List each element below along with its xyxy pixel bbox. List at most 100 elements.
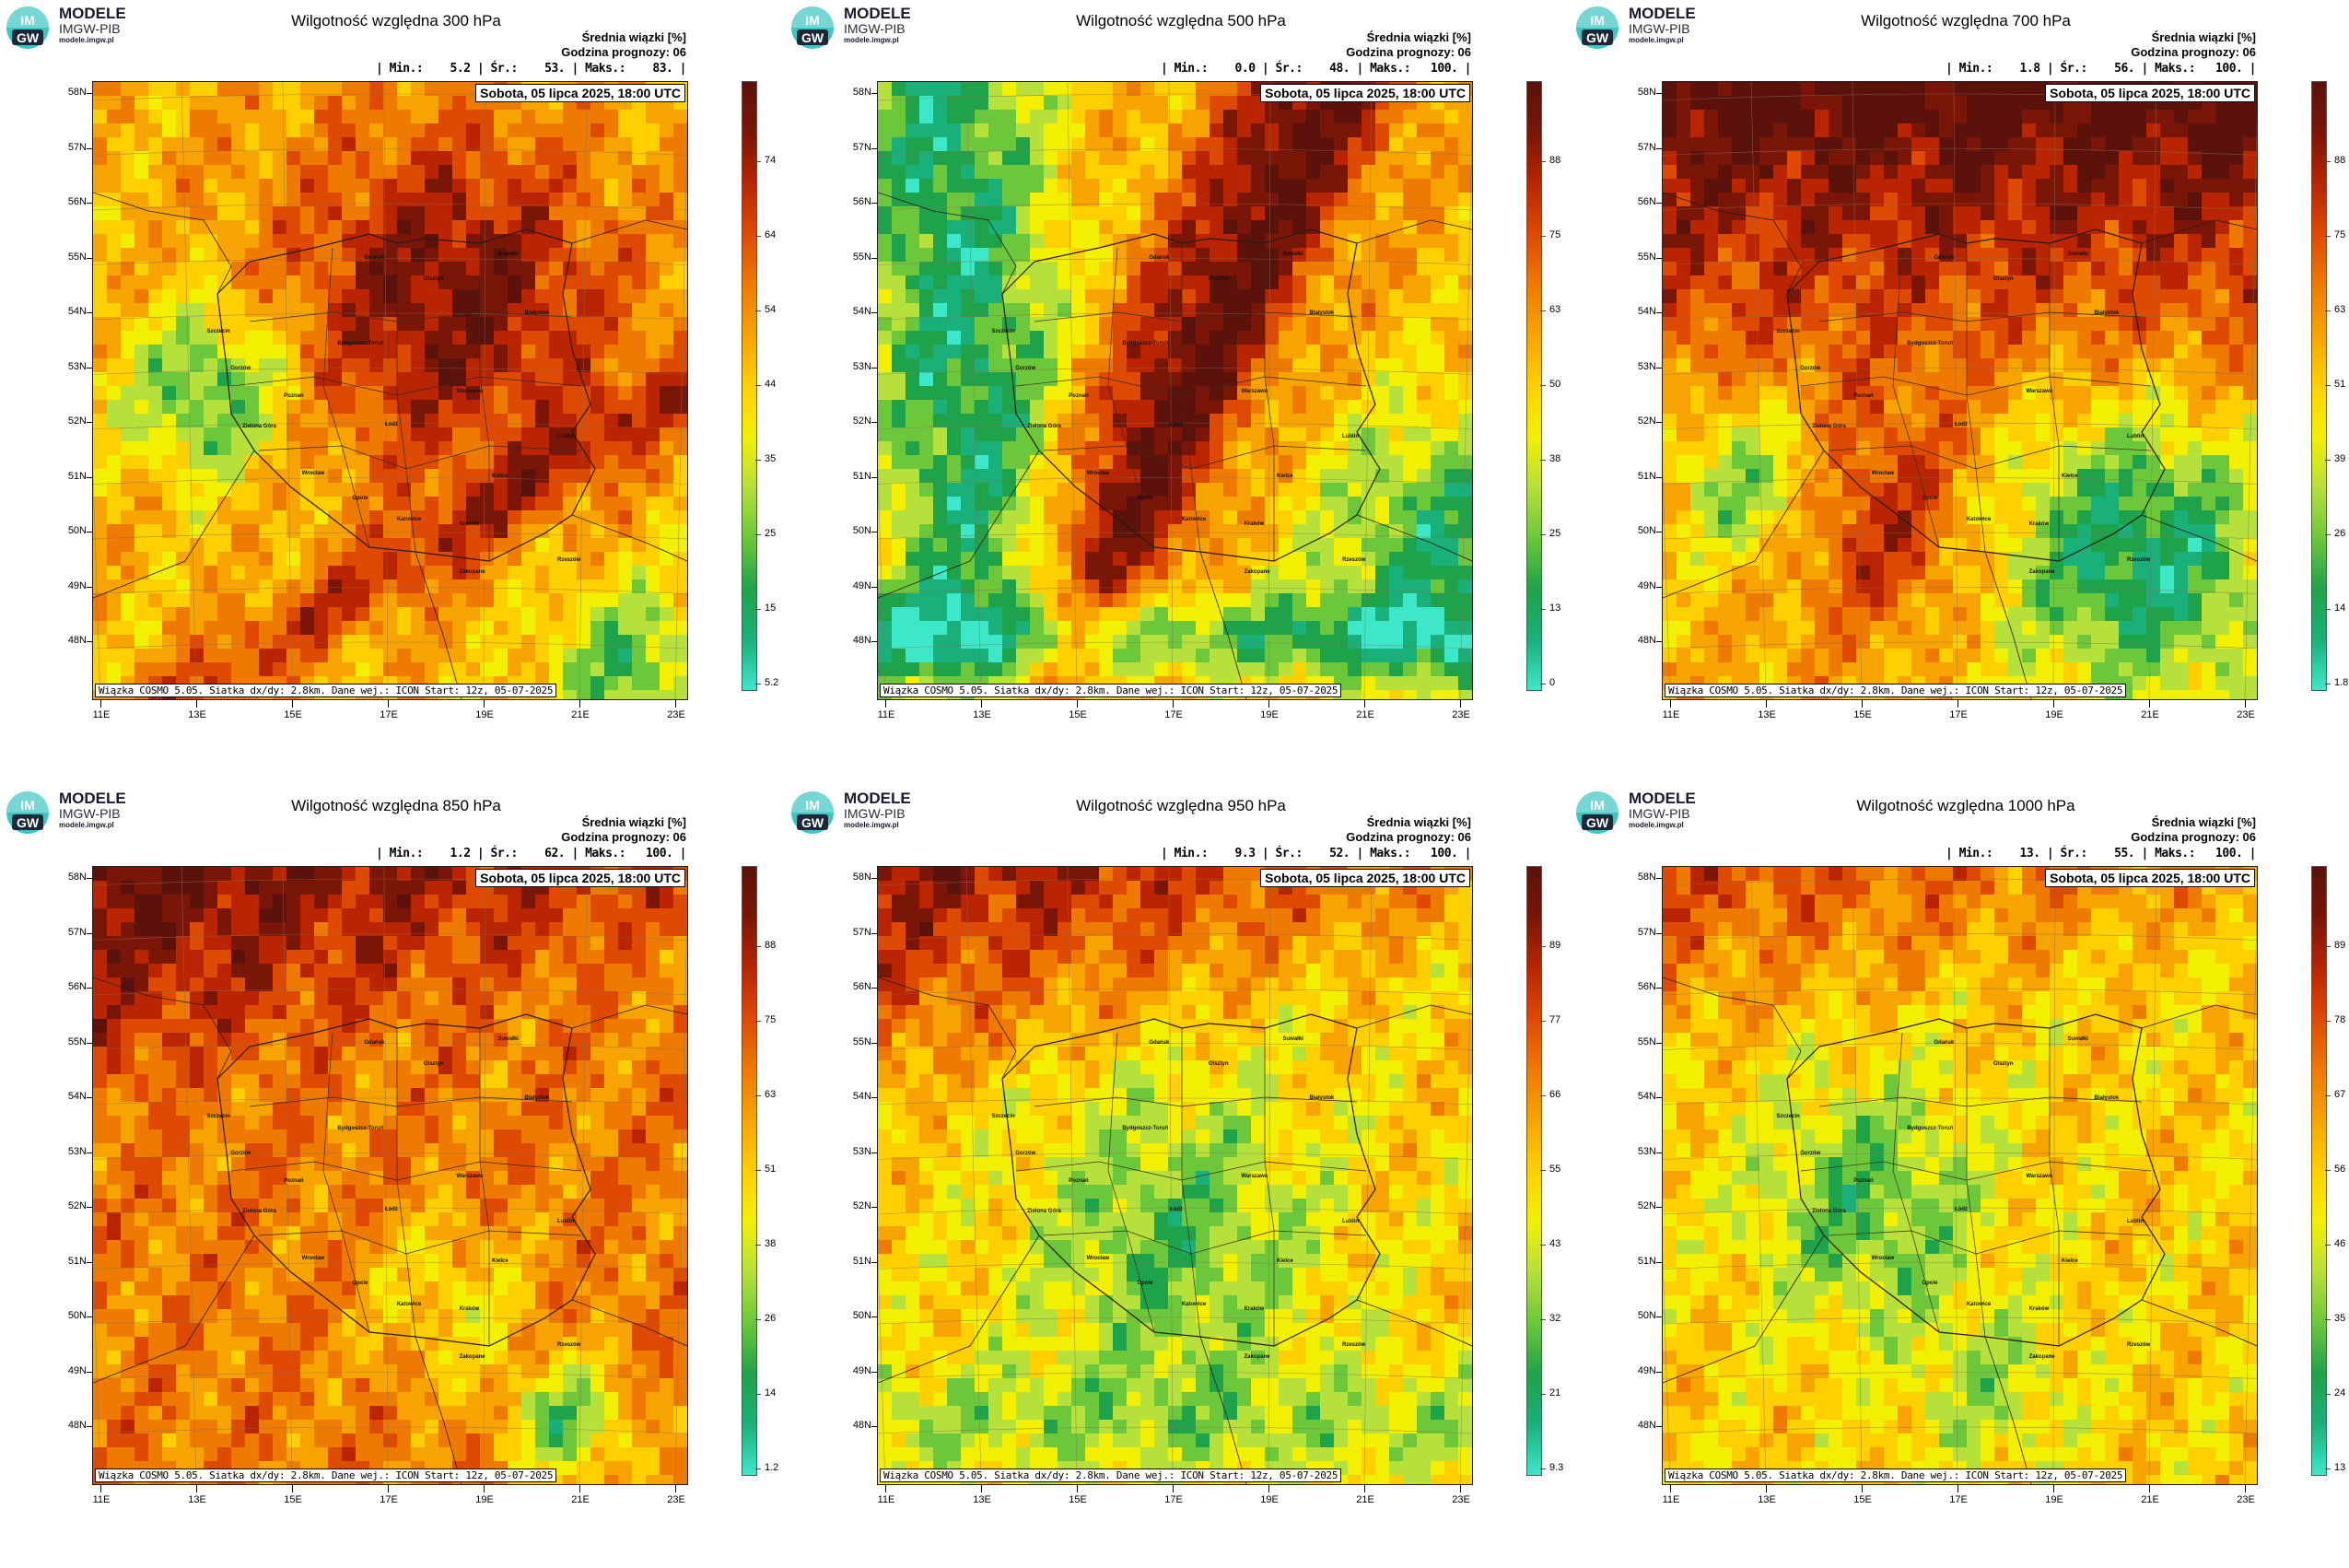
latitude-tick: 50N	[831, 525, 871, 536]
city-label: Olsztyn	[1209, 276, 1229, 282]
scale-tick: 63	[2334, 304, 2345, 315]
city-label: Kraków	[460, 1306, 480, 1312]
stats-line: | Min.: 0.0 | Śr.: 48. | Maks.: 100. |	[1161, 62, 1471, 76]
logo-url: modele.imgw.pl	[59, 37, 126, 44]
latitude-tick: 51N	[1616, 471, 1656, 482]
latitude-tick: 54N	[831, 306, 871, 317]
longitude-tick: 19E	[471, 709, 498, 720]
city-label: Kielce	[1277, 1258, 1293, 1264]
city-label: Katowice	[1182, 1302, 1206, 1307]
longitude-tick: 11E	[1657, 1494, 1685, 1505]
city-label: Łódź	[1955, 1207, 1968, 1212]
city-label: Wrocław	[1872, 471, 1895, 476]
city-label: Poznań	[1853, 393, 1873, 399]
city-label: Bydgoszcz-Toruń	[1907, 1126, 1953, 1131]
stats-line: | Min.: 1.2 | Śr.: 62. | Maks.: 100. |	[376, 847, 686, 860]
city-label: Łódź	[1170, 422, 1183, 427]
latitude-tick: 52N	[1616, 1200, 1656, 1211]
city-label: Kraków	[460, 521, 480, 527]
city-label: Lublin	[1342, 434, 1359, 439]
city-label: Szczecin	[206, 329, 229, 334]
city-label: Lublin	[2127, 1219, 2144, 1224]
imgw-logo-icon: IMGW	[4, 6, 52, 50]
latitude-tick: 48N	[831, 635, 871, 646]
latitude-tick: 49N	[1616, 1365, 1656, 1376]
latitude-tick: 58N	[1616, 872, 1656, 883]
latitude-tick: 55N	[46, 1036, 87, 1047]
city-label: Zielona Góra	[242, 424, 276, 429]
longitude-tick: 17E	[1160, 709, 1187, 720]
legend-info: Średnia wiązki [%]Godzina prognozy: 06	[2131, 30, 2256, 60]
scale-tick: 63	[1549, 304, 1560, 315]
scale-tick: 32	[1549, 1313, 1560, 1324]
longitude-tick: 19E	[1256, 709, 1283, 720]
longitude-tick: 19E	[2040, 1494, 2068, 1505]
scale-tick: 39	[2334, 453, 2345, 464]
scale-tick: 75	[765, 1014, 776, 1025]
longitude-tick: 21E	[2136, 709, 2164, 720]
scale-tick: 89	[2334, 940, 2345, 951]
city-label: Łódź	[1170, 1207, 1183, 1212]
longitude-tick: 13E	[968, 709, 996, 720]
latitude-tick: 51N	[46, 1256, 87, 1267]
scale-tick: 51	[765, 1164, 776, 1175]
imgw-logo-icon: IMGW	[4, 790, 52, 835]
city-label: Szczecin	[991, 329, 1014, 334]
logo-title: MODELE	[59, 6, 126, 21]
svg-text:GW: GW	[801, 30, 824, 45]
longitude-tick: 11E	[872, 1494, 900, 1505]
city-label: Zielona Góra	[1027, 424, 1061, 429]
scale-tick: 24	[2334, 1387, 2345, 1398]
longitude-tick: 11E	[1657, 709, 1685, 720]
humidity-field	[878, 867, 1472, 1484]
longitude-tick: 23E	[662, 1494, 690, 1505]
forecast-hour: Godzina prognozy: 06	[561, 830, 686, 845]
svg-text:IM: IM	[20, 13, 35, 28]
city-label: Olsztyn	[424, 1061, 444, 1067]
latitude-tick: 56N	[46, 196, 87, 207]
city-label: Gdańsk	[1149, 255, 1169, 261]
scale-tick: 38	[765, 1238, 776, 1249]
imgw-logo-icon: IMGW	[789, 790, 836, 835]
latitude-tick: 58N	[46, 87, 87, 98]
scale-tick: 26	[765, 1313, 776, 1324]
longitude-tick: 21E	[1351, 1494, 1379, 1505]
latitude-tick: 57N	[1616, 927, 1656, 938]
panel-title: Wilgotność względna 850 hPa	[212, 797, 580, 815]
city-label: Warszawa	[1241, 1174, 1268, 1179]
city-label: Kielce	[492, 1258, 508, 1264]
city-label: Warszawa	[456, 389, 483, 394]
model-footer: Wiązka COSMO 5.05. Siatka dx/dy: 2.8km. …	[1665, 684, 2126, 697]
stats-line: | Min.: 1.8 | Śr.: 56. | Maks.: 100. |	[1946, 62, 2256, 76]
longitude-tick: 17E	[1945, 709, 1972, 720]
imgw-logo-icon: IMGW	[1573, 6, 1621, 50]
city-label: Lublin	[1342, 1219, 1359, 1224]
longitude-tick: 21E	[2136, 1494, 2164, 1505]
city-label: Zielona Góra	[1027, 1209, 1061, 1214]
latitude-tick: 49N	[831, 580, 871, 591]
latitude-tick: 54N	[1616, 306, 1656, 317]
latitude-tick: 54N	[46, 306, 87, 317]
scale-tick: 1.2	[765, 1462, 778, 1473]
humidity-field	[93, 867, 687, 1484]
legend-info: Średnia wiązki [%]Godzina prognozy: 06	[561, 30, 686, 60]
city-label: Rzeszów	[2127, 1342, 2150, 1348]
date-label: Sobota, 05 lipca 2025, 18:00 UTC	[2045, 84, 2255, 102]
city-label: Kielce	[492, 474, 508, 479]
city-label: Kraków	[1245, 1306, 1265, 1312]
latitude-tick: 57N	[831, 142, 871, 153]
logo-title: MODELE	[1629, 790, 1696, 806]
latitude-tick: 51N	[46, 471, 87, 482]
logo-subtitle: IMGW-PIB	[1629, 807, 1696, 820]
scale-tick: 46	[2334, 1238, 2345, 1249]
city-label: Katowice	[1967, 1302, 1991, 1307]
latitude-tick: 52N	[831, 415, 871, 427]
city-label: Białystok	[525, 1095, 550, 1101]
svg-text:IM: IM	[1590, 13, 1605, 28]
city-label: Suwałki	[498, 1036, 519, 1042]
city-label: Opole	[352, 1281, 368, 1286]
